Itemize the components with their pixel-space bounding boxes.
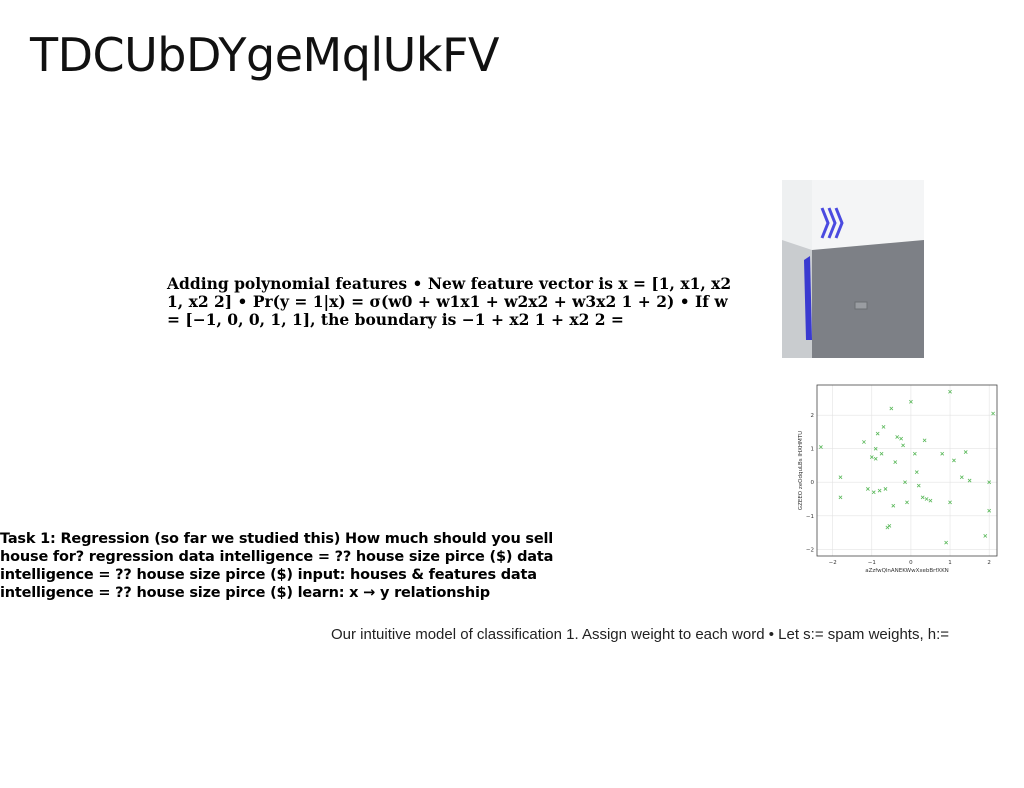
scatter-point xyxy=(877,488,882,493)
scatter-point xyxy=(869,455,874,459)
blue-stripe xyxy=(804,256,812,340)
scatter-point xyxy=(948,389,952,394)
scatter-point xyxy=(879,451,884,456)
scatter-point xyxy=(952,458,956,463)
scatter-point xyxy=(881,425,886,429)
scatter-point xyxy=(819,445,823,449)
scatter-point xyxy=(905,500,909,505)
regression-task-text: Task 1: Regression (so far we studied th… xyxy=(0,531,554,601)
classification-model-text: Our intuitive model of classification 1.… xyxy=(331,626,950,643)
polynomial-features-text: Adding polynomial features • New feature… xyxy=(167,274,732,329)
x-tick-label: 1 xyxy=(948,560,952,566)
y-tick-label: 0 xyxy=(811,480,815,486)
scatter-point xyxy=(889,406,894,411)
photo-gray-wall xyxy=(812,240,924,358)
scatter-point xyxy=(959,475,964,480)
chevron-icon xyxy=(820,207,844,239)
corridor-photo xyxy=(782,180,924,358)
scatter-point xyxy=(865,487,870,491)
scatter-point xyxy=(871,490,876,495)
scatter-plot: −2 −2 −1 −1 0 0 1 1 2 2 aZzfwQlnANEKWwXxebBrfXKN … xyxy=(792,380,1002,580)
scatter-point xyxy=(940,451,945,456)
scatter-point xyxy=(920,495,925,500)
y-tick-label: 1 xyxy=(811,447,815,453)
y-axis-label: GZEEO zeOdquLBs IHXHMTU xyxy=(798,431,804,510)
scatter-point xyxy=(887,523,892,528)
scatter-point xyxy=(899,436,904,441)
scatter-point xyxy=(948,500,952,505)
scatter-point xyxy=(893,460,898,465)
corridor-photo-graphic xyxy=(782,180,924,358)
scatter-point xyxy=(991,411,995,416)
scatter-point xyxy=(838,475,843,480)
scatter-point xyxy=(838,495,843,500)
x-tick-label: 0 xyxy=(909,560,913,566)
scatter-point xyxy=(901,443,905,448)
scatter-point xyxy=(903,480,907,485)
scatter-point xyxy=(987,480,992,485)
scatter-point xyxy=(928,498,933,503)
x-tick-label: 2 xyxy=(987,560,991,566)
scatter-point xyxy=(895,435,900,439)
scatter-point xyxy=(922,438,927,443)
x-axis-label: aZzfwQlnANEKWwXxebBrfXKN xyxy=(865,568,949,574)
wall-plaque xyxy=(854,301,868,310)
scatter-point xyxy=(983,533,988,538)
scatter-point xyxy=(862,440,866,444)
scatter-point xyxy=(873,446,878,451)
scatter-point xyxy=(963,450,968,454)
scatter-point xyxy=(967,478,972,483)
plot-frame xyxy=(816,384,998,557)
scatter-point xyxy=(883,487,888,491)
x-tick-label: −1 xyxy=(868,560,876,566)
scatter-point xyxy=(987,508,992,513)
scatter-point xyxy=(873,456,878,461)
scatter-point xyxy=(944,540,949,545)
scatter-point xyxy=(916,483,921,488)
y-tick-label: 2 xyxy=(811,413,815,419)
photo-upper-wall xyxy=(812,180,924,250)
scatter-point xyxy=(912,451,917,456)
scatter-point xyxy=(914,470,919,475)
scatter-point xyxy=(875,431,880,436)
x-tick-label: −2 xyxy=(829,560,837,566)
y-tick-label: −2 xyxy=(806,547,814,553)
y-tick-label: −1 xyxy=(806,514,814,520)
scatter-point xyxy=(909,399,913,404)
slide-title: TDCUbDYgeMqlUkFV xyxy=(30,28,499,82)
scatter-point xyxy=(924,497,929,501)
scatter-point xyxy=(891,503,896,508)
